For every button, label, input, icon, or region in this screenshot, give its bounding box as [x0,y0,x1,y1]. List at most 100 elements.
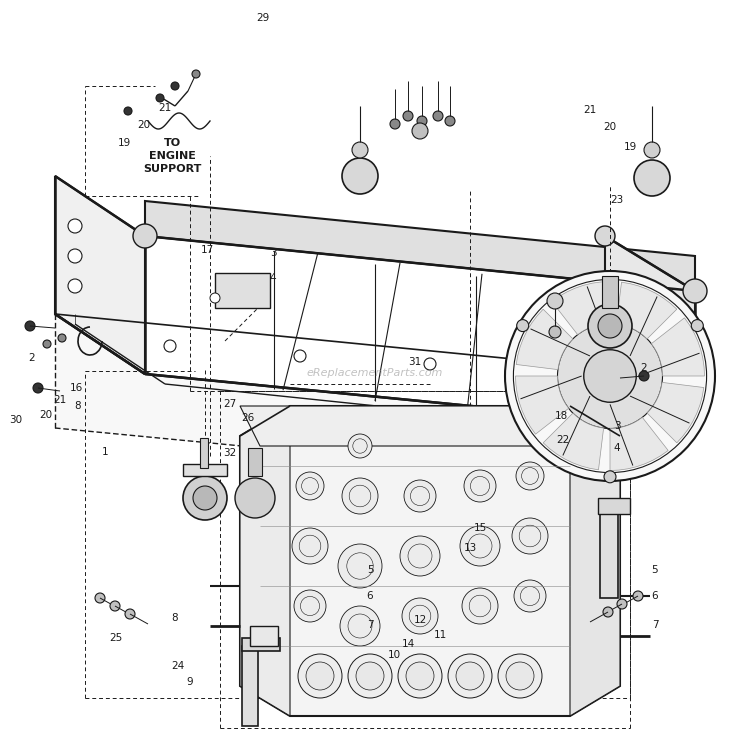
Text: 7: 7 [652,620,658,630]
Circle shape [584,350,636,402]
Bar [248,448,262,476]
Circle shape [68,219,82,233]
Circle shape [554,366,566,378]
Circle shape [133,224,157,248]
Circle shape [404,480,436,512]
Circle shape [644,142,660,158]
Circle shape [433,111,443,121]
Text: 7: 7 [367,620,374,630]
Text: 2: 2 [28,353,35,363]
Circle shape [517,319,529,332]
Text: 31: 31 [408,357,422,367]
Text: 4: 4 [614,443,620,453]
Polygon shape [250,626,278,646]
Polygon shape [242,638,280,651]
Circle shape [68,279,82,293]
Polygon shape [240,406,600,446]
Circle shape [25,321,35,331]
Circle shape [514,580,546,612]
Circle shape [618,304,632,318]
Circle shape [124,107,132,115]
Circle shape [235,478,275,518]
Circle shape [604,471,616,483]
Circle shape [460,526,500,566]
Circle shape [338,544,382,588]
Polygon shape [647,383,704,443]
Text: 3: 3 [614,421,620,431]
Polygon shape [605,236,695,428]
Circle shape [192,70,200,78]
Text: 27: 27 [224,399,237,409]
Circle shape [547,293,563,309]
Circle shape [348,654,392,698]
Text: 29: 29 [256,13,270,23]
Circle shape [95,593,105,603]
Polygon shape [516,309,573,369]
Polygon shape [242,646,258,726]
Text: TO
ENGINE
SUPPORT: TO ENGINE SUPPORT [142,138,201,175]
Text: 8: 8 [75,401,81,411]
Text: 5: 5 [367,565,374,575]
Circle shape [456,662,484,690]
Circle shape [340,606,380,646]
Bar [215,273,270,308]
Circle shape [68,249,82,263]
Circle shape [183,476,227,520]
Text: 4: 4 [270,273,276,283]
Circle shape [683,279,707,303]
Circle shape [464,470,496,502]
Circle shape [352,142,368,158]
Circle shape [306,662,334,690]
Circle shape [633,591,643,601]
Text: 13: 13 [464,543,477,553]
Text: 8: 8 [172,613,178,623]
Text: 19: 19 [623,142,637,152]
Text: 6: 6 [367,591,374,601]
Text: 10: 10 [388,650,400,660]
Circle shape [462,588,498,624]
Circle shape [549,326,561,338]
Text: 1: 1 [102,447,108,457]
Circle shape [171,82,179,90]
Polygon shape [55,314,695,481]
Circle shape [595,226,615,246]
Text: 6: 6 [652,591,658,601]
Circle shape [356,662,384,690]
Circle shape [33,383,43,393]
Circle shape [390,119,400,129]
Polygon shape [651,318,704,376]
Text: 21: 21 [584,105,597,115]
Text: 17: 17 [200,245,214,255]
Circle shape [43,340,51,348]
Circle shape [400,536,440,576]
Circle shape [342,478,378,514]
Circle shape [445,116,455,126]
Text: 24: 24 [171,661,184,671]
Text: eReplacementParts.com: eReplacementParts.com [307,368,443,378]
Circle shape [506,662,534,690]
Circle shape [448,654,492,698]
Circle shape [505,271,715,481]
Polygon shape [598,498,630,514]
Circle shape [294,590,326,622]
Text: 14: 14 [401,639,415,649]
Polygon shape [616,282,676,339]
Circle shape [557,324,662,428]
Bar [602,276,618,308]
Text: 19: 19 [117,138,130,148]
Polygon shape [55,176,145,374]
Circle shape [398,654,442,698]
Circle shape [603,607,613,617]
Polygon shape [515,376,568,434]
Circle shape [617,599,627,609]
Polygon shape [570,406,620,716]
Text: 32: 32 [224,448,237,458]
Polygon shape [543,413,604,470]
Circle shape [298,654,342,698]
Circle shape [403,111,413,121]
Circle shape [618,304,632,318]
Text: 22: 22 [556,435,570,445]
Text: 15: 15 [473,523,487,533]
Bar [200,438,208,468]
Circle shape [210,293,220,303]
